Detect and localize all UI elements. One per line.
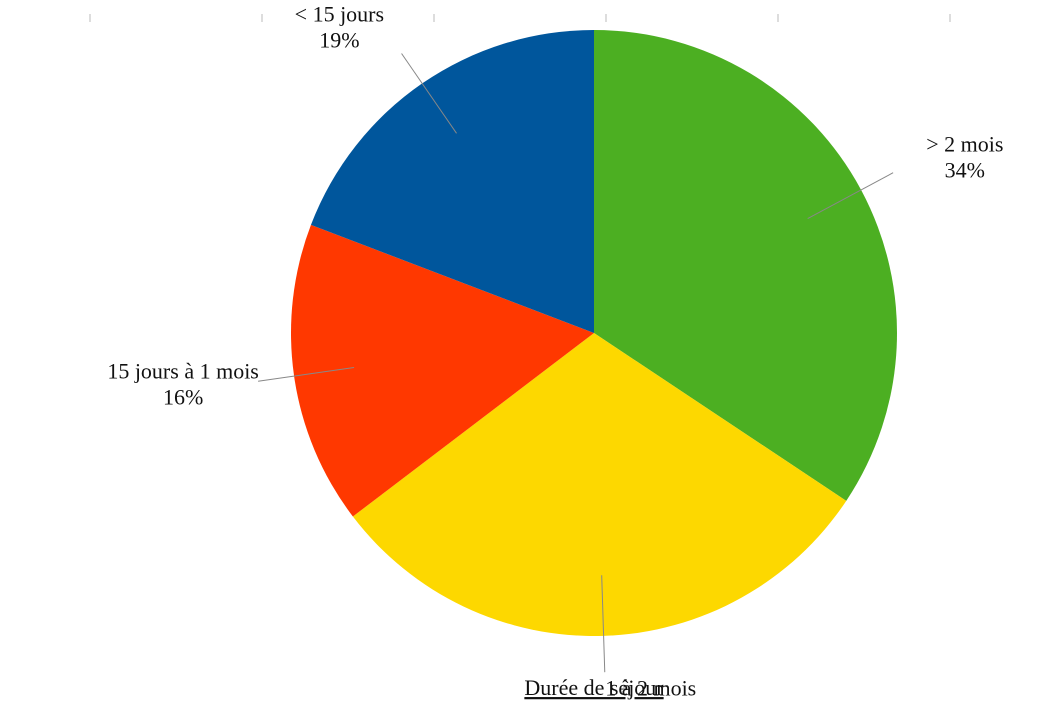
leader-line: [258, 367, 355, 382]
slice-value-label: 30%: [631, 702, 671, 704]
slice-value-label: 16%: [163, 385, 203, 410]
pie-slice: [594, 30, 898, 501]
slice-label: 15 jours à 1 mois: [107, 359, 259, 384]
leader-line: [807, 172, 894, 219]
chart-title: Durée de séjour: [524, 675, 664, 700]
slice-value-label: 34%: [945, 157, 985, 182]
pie-slice: [310, 29, 594, 333]
pie-slice: [352, 333, 847, 636]
pie-slice: [291, 224, 594, 517]
leader-line: [601, 575, 606, 673]
slice-label: > 2 mois: [926, 131, 1003, 156]
top-ruler: [89, 14, 951, 22]
slice-label: < 15 jours: [295, 2, 384, 27]
slice-value-label: 19%: [319, 28, 359, 53]
slice-label: 1 à 2 mois: [605, 676, 696, 701]
leader-line: [401, 53, 457, 134]
